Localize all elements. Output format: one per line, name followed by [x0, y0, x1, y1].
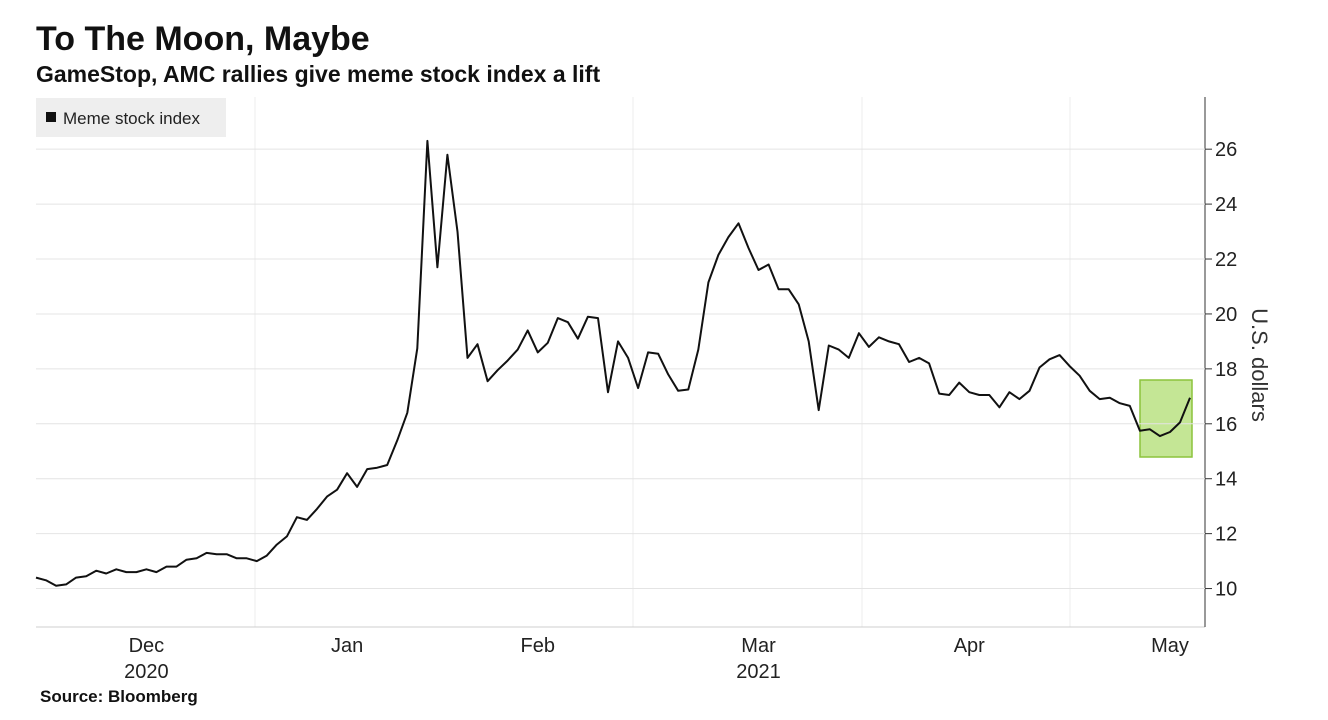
y-tick-label: 10: [1215, 579, 1237, 601]
source: Source: Bloomberg: [40, 687, 198, 706]
y-tick-label: 18: [1215, 359, 1237, 381]
y-tick-label: 22: [1215, 249, 1237, 271]
y-tick-label: 12: [1215, 524, 1237, 546]
x-tick-label: Apr: [954, 635, 985, 657]
legend-box: [36, 98, 226, 137]
y-axis-title: U.S. dollars: [1247, 308, 1272, 422]
chart-subtitle: GameStop, AMC rallies give meme stock in…: [36, 61, 600, 87]
vertical-grid: [254, 97, 1071, 627]
x-tick-label: Mar 2021: [736, 635, 781, 683]
y-tick-label: 24: [1215, 194, 1237, 216]
highlight-box: [1139, 379, 1193, 458]
y-tick-label: 20: [1215, 304, 1237, 326]
legend-label: Meme stock index: [63, 109, 200, 128]
x-tick-label: Feb: [521, 635, 555, 657]
legend: Meme stock index: [36, 98, 226, 137]
chart-title: To The Moon, Maybe: [36, 20, 370, 58]
y-tick-label: 26: [1215, 139, 1237, 161]
x-tick-label: May: [1151, 635, 1189, 657]
y-tick-label: 16: [1215, 414, 1237, 436]
y-tick-label: 14: [1215, 469, 1237, 491]
series-line: [35, 139, 1191, 587]
legend-swatch: [46, 112, 56, 122]
x-tick-label: Dec 2020: [124, 635, 169, 683]
x-tick-label: Jan: [331, 635, 363, 657]
